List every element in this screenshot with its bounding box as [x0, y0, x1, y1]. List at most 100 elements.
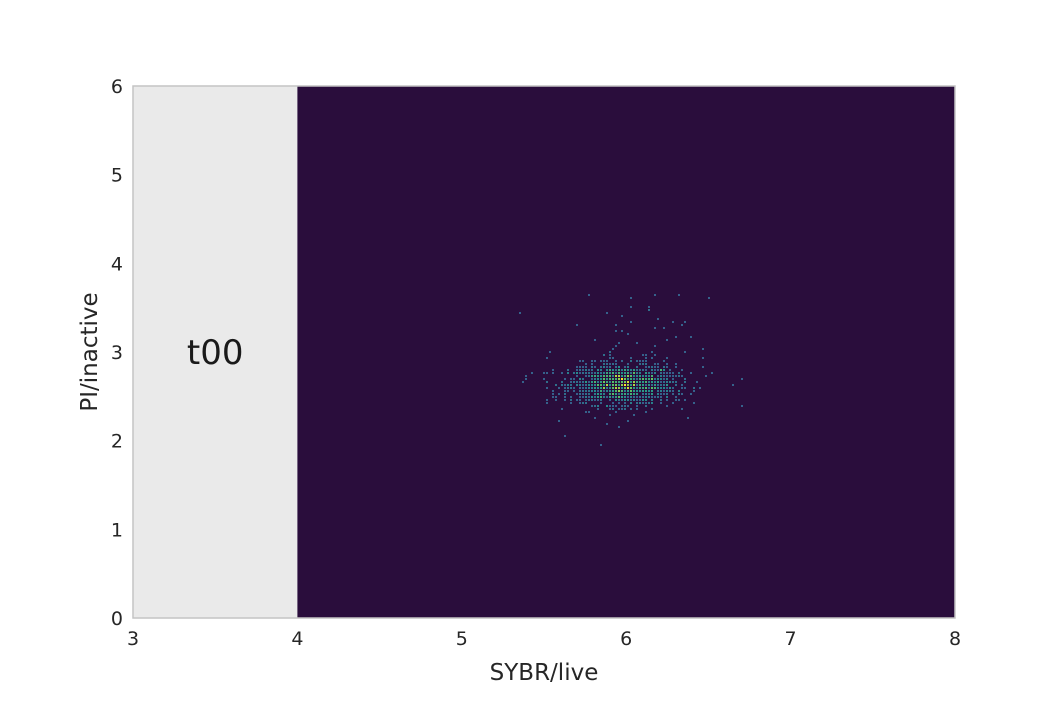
- heatmap-cell: [606, 396, 608, 398]
- heatmap-cell: [606, 381, 608, 383]
- heatmap-cell: [618, 375, 620, 377]
- heatmap-cell: [612, 378, 614, 380]
- heatmap-cell: [657, 318, 659, 320]
- heatmap-cell: [633, 384, 635, 386]
- heatmap-cell: [648, 306, 650, 308]
- heatmap-cell: [555, 396, 557, 398]
- heatmap-cell: [621, 315, 623, 317]
- heatmap-cell: [522, 381, 524, 383]
- heatmap-cell: [681, 393, 683, 395]
- heatmap-cell: [648, 309, 650, 311]
- heatmap-cell: [669, 381, 671, 383]
- heatmap-cell: [585, 363, 587, 365]
- heatmap-cell: [609, 375, 611, 377]
- heatmap-cell: [663, 327, 665, 329]
- heatmap-cell: [600, 387, 602, 389]
- heatmap-cell: [666, 339, 668, 341]
- heatmap-cell: [591, 381, 593, 383]
- heatmap-cell: [672, 393, 674, 395]
- heatmap-cell: [702, 348, 704, 350]
- heatmap-cell: [606, 360, 608, 362]
- heatmap-cell: [621, 396, 623, 398]
- heatmap-cell: [693, 402, 695, 404]
- heatmap-cell: [732, 384, 734, 386]
- heatmap-cell: [630, 357, 632, 359]
- heatmap-cell: [606, 369, 608, 371]
- heatmap-cell: [594, 366, 596, 368]
- heatmap-cell: [657, 384, 659, 386]
- heatmap-cell: [591, 360, 593, 362]
- heatmap-cell: [609, 369, 611, 371]
- heatmap-cell: [627, 333, 629, 335]
- heatmap-cell: [741, 378, 743, 380]
- heatmap-cell: [612, 357, 614, 359]
- heatmap-cell: [657, 393, 659, 395]
- heatmap-cell: [594, 360, 596, 362]
- heatmap-cell: [621, 372, 623, 374]
- heatmap-cell: [633, 378, 635, 380]
- heatmap-cell: [672, 372, 674, 374]
- heatmap-cell: [564, 387, 566, 389]
- heatmap-cell: [546, 399, 548, 401]
- heatmap-cell: [615, 378, 617, 380]
- heatmap-cell: [642, 354, 644, 356]
- heatmap-cell: [633, 414, 635, 416]
- y-tick-label: 3: [111, 342, 123, 364]
- heatmap-cell: [609, 408, 611, 410]
- heatmap-cell: [603, 375, 605, 377]
- heatmap-cell: [633, 399, 635, 401]
- heatmap-cell: [660, 375, 662, 377]
- heatmap-cell: [531, 372, 533, 374]
- heatmap-cell: [645, 375, 647, 377]
- heatmap-cell: [633, 387, 635, 389]
- heatmap-cell: [579, 387, 581, 389]
- heatmap-cell: [639, 363, 641, 365]
- heatmap-cell: [585, 375, 587, 377]
- heatmap-cell: [630, 384, 632, 386]
- heatmap-cell: [585, 387, 587, 389]
- heatmap-cell: [636, 342, 638, 344]
- heatmap-cell: [663, 366, 665, 368]
- heatmap-cell: [657, 363, 659, 365]
- heatmap-cell: [621, 393, 623, 395]
- heatmap-cell: [591, 363, 593, 365]
- heatmap-cell: [606, 375, 608, 377]
- heatmap-cell: [615, 345, 617, 347]
- heatmap-cell: [645, 378, 647, 380]
- heatmap-cell: [630, 321, 632, 323]
- heatmap-cell: [624, 399, 626, 401]
- heatmap-cell: [663, 381, 665, 383]
- heatmap-cell: [561, 384, 563, 386]
- heatmap-cell: [588, 390, 590, 392]
- heatmap-cell: [579, 399, 581, 401]
- heatmap-cell: [627, 375, 629, 377]
- heatmap-cell: [588, 294, 590, 296]
- heatmap-cell: [615, 393, 617, 395]
- x-tick-labels: 3 4 5 6 7 8: [127, 628, 961, 650]
- heatmap-cell: [651, 375, 653, 377]
- heatmap-cell: [594, 390, 596, 392]
- heatmap-cell: [663, 393, 665, 395]
- heatmap-cell: [591, 369, 593, 371]
- heatmap-cell: [624, 369, 626, 371]
- heatmap-cell: [624, 378, 626, 380]
- heatmap-cell: [576, 366, 578, 368]
- heatmap-cell: [627, 381, 629, 383]
- heatmap-cell: [657, 387, 659, 389]
- heatmap-cell: [543, 378, 545, 380]
- heatmap-cell: [594, 396, 596, 398]
- heatmap-cell: [615, 381, 617, 383]
- heatmap-cell: [612, 393, 614, 395]
- heatmap-cell: [678, 375, 680, 377]
- heatmap-cell: [609, 363, 611, 365]
- heatmap-cell: [606, 384, 608, 386]
- heatmap-cell: [741, 405, 743, 407]
- heatmap-cell: [624, 381, 626, 383]
- heatmap-cell: [630, 381, 632, 383]
- x-tick-label: 8: [949, 628, 961, 650]
- heatmap-cell: [591, 384, 593, 386]
- heatmap-cell: [627, 363, 629, 365]
- heatmap-cell: [660, 402, 662, 404]
- heatmap-cell: [573, 390, 575, 392]
- heatmap-cell: [666, 384, 668, 386]
